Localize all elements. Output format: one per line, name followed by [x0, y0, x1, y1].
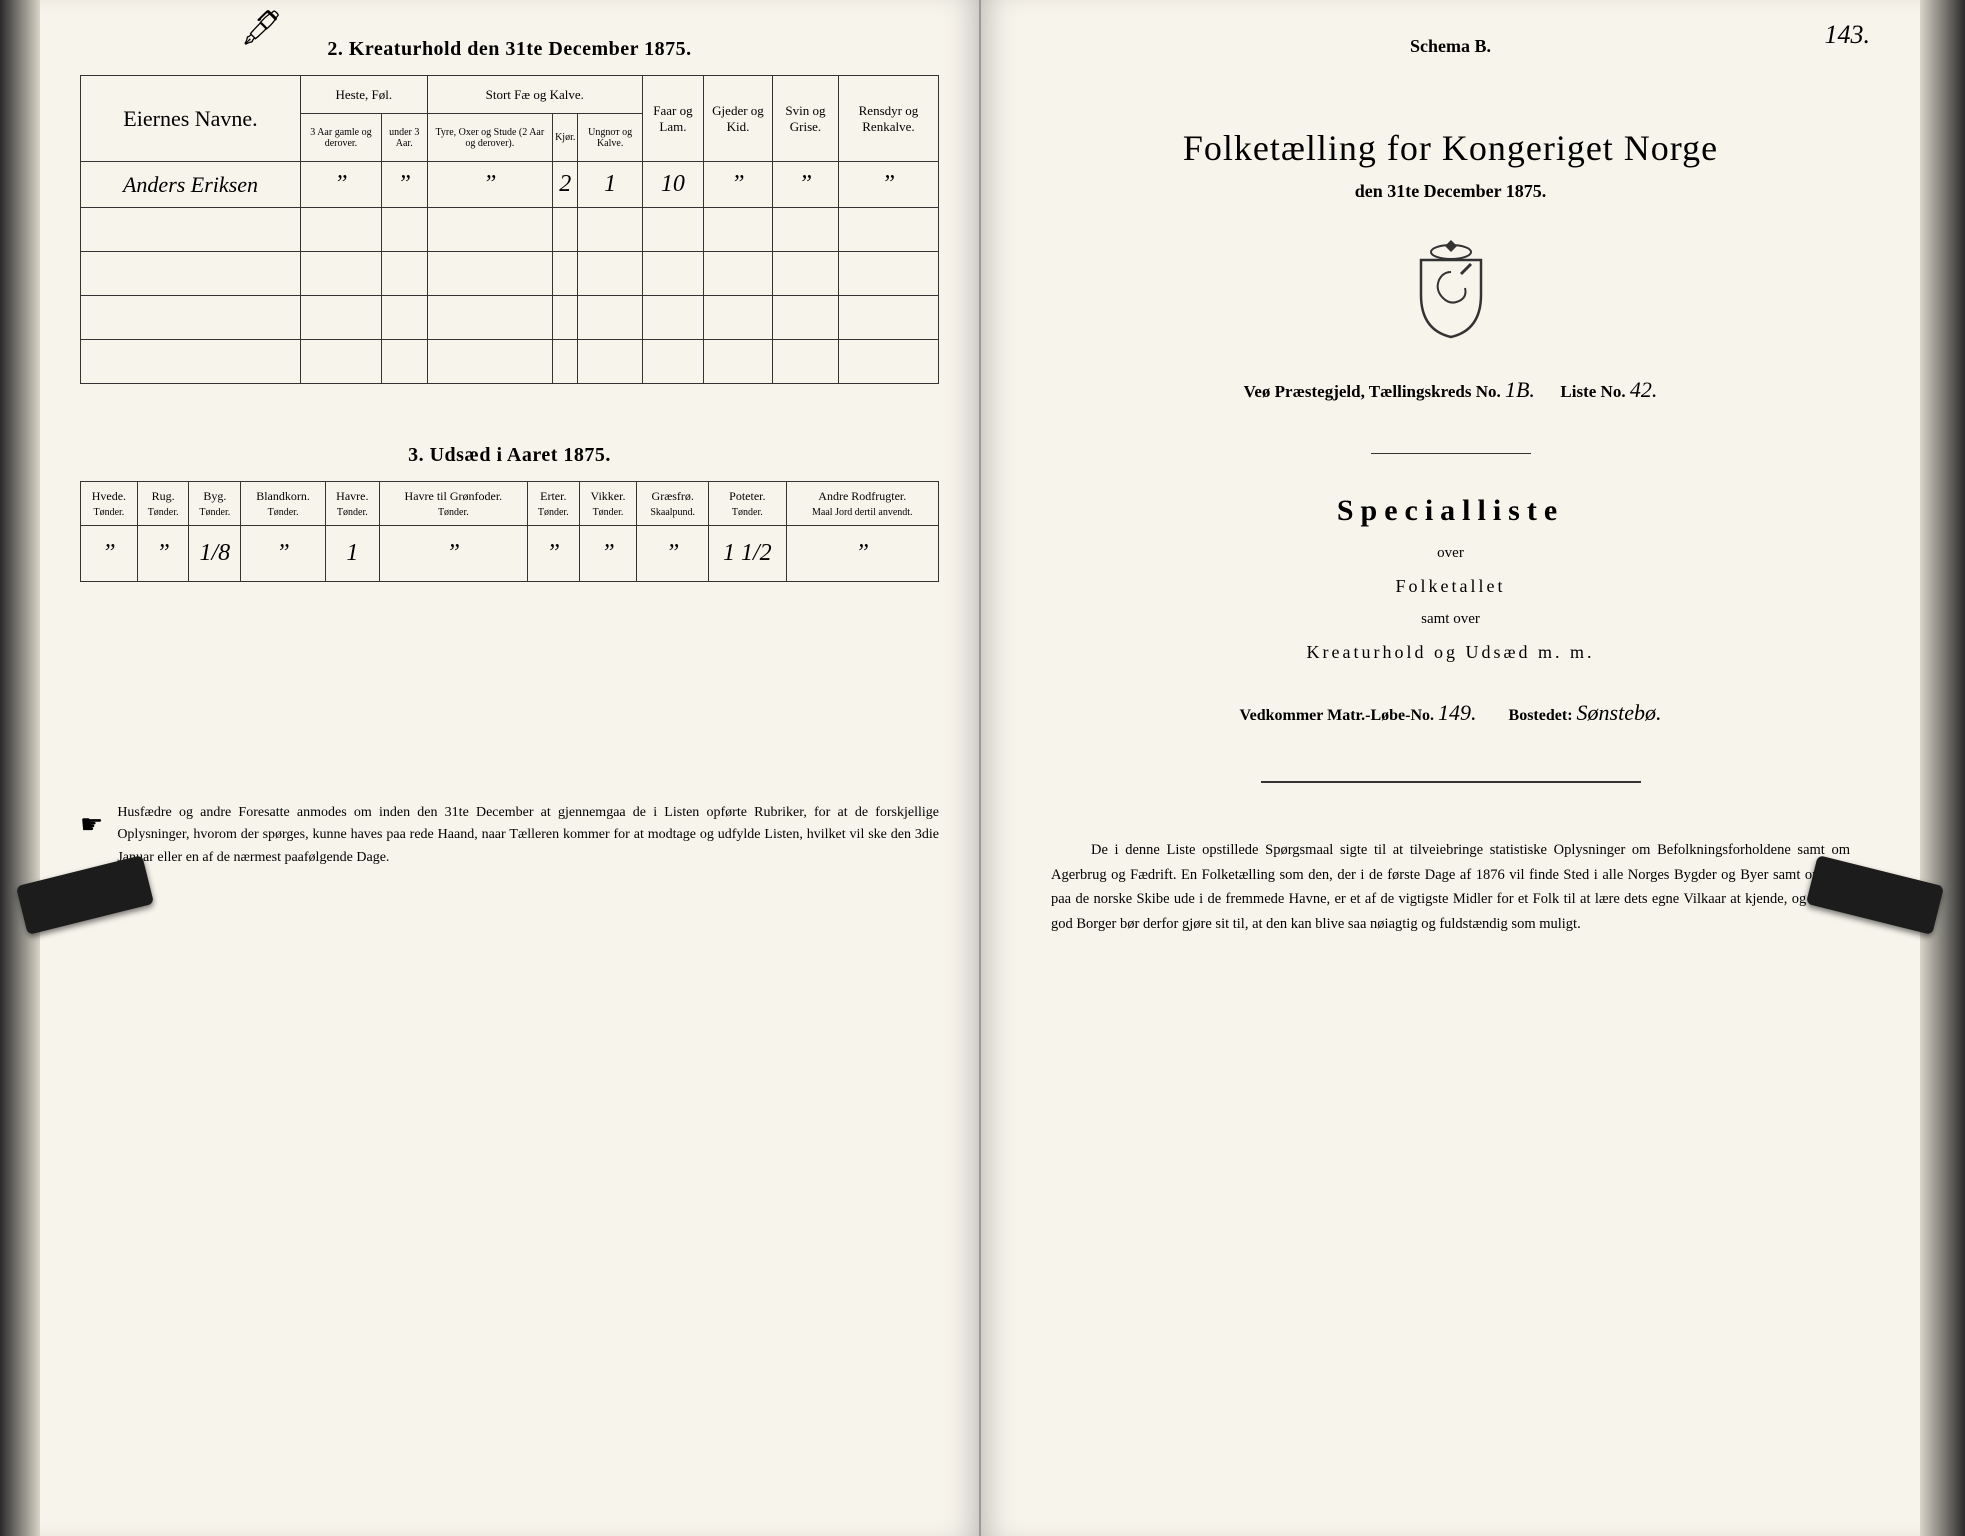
col-h: Havre til Grønfoder.Tønder. — [379, 482, 527, 526]
table-row — [81, 296, 939, 340]
cell: ” — [381, 162, 427, 208]
cell: ” — [703, 162, 772, 208]
liste-no: 42. — [1630, 377, 1658, 402]
sub-date: den 31te December 1875. — [1021, 181, 1880, 202]
folketallet-text: Folketallet — [1021, 568, 1880, 604]
col-sheep: Faar og Lam. — [642, 76, 703, 162]
cell: ” — [379, 526, 527, 582]
cell: ” — [637, 526, 709, 582]
matr-line: Vedkommer Matr.-Løbe-No. 149. Bostedet: … — [1021, 700, 1880, 726]
col-h: Hvede.Tønder. — [81, 482, 138, 526]
pointer-icon: ☛ — [80, 802, 103, 869]
schema-label: Schema B. — [1021, 36, 1880, 57]
bostedet-value: Sønstebø. — [1577, 700, 1662, 725]
book-edge-right — [1920, 0, 1965, 1536]
cell: ” — [838, 162, 938, 208]
cell: ” — [301, 162, 382, 208]
coat-of-arms-icon — [1021, 232, 1880, 347]
jurisdiction-prefix: Veø Præstegjeld, Tællingskreds No. — [1244, 382, 1501, 401]
matr-label: Vedkommer Matr.-Løbe-No. — [1240, 707, 1435, 724]
cell: 1 — [578, 162, 643, 208]
cell: 1 — [325, 526, 379, 582]
footer-note: ☛ Husfædre og andre Foresatte anmodes om… — [80, 802, 939, 869]
bottom-paragraph: De i denne Liste opstillede Spørgsmaal s… — [1051, 838, 1850, 937]
bostedet-label: Bostedet: — [1509, 707, 1573, 724]
jurisdiction-line: Veø Præstegjeld, Tællingskreds No. 1B. L… — [1021, 377, 1880, 403]
seed-table: Hvede.Tønder. Rug.Tønder. Byg.Tønder. Bl… — [80, 481, 939, 582]
page-right: Schema B. 143. Folketælling for Kongerig… — [981, 0, 1920, 1536]
section3-title: 3. Udsæd i Aaret 1875. — [80, 444, 939, 467]
matr-no: 149. — [1438, 700, 1477, 725]
col-reindeer: Rensdyr og Renkalve. — [838, 76, 938, 162]
cell: ” — [137, 526, 189, 582]
liste-label: Liste No. — [1560, 382, 1625, 401]
cell: ” — [241, 526, 326, 582]
sub-h0: 3 Aar gamle og derover. — [301, 114, 382, 162]
col-h: Vikker.Tønder. — [579, 482, 637, 526]
cell: 10 — [642, 162, 703, 208]
col-h: Byg.Tønder. — [189, 482, 241, 526]
ink-blot-decor: 🖋︎ — [240, 8, 283, 48]
page-left: 🖋︎ 2. Kreaturhold den 31te December 1875… — [40, 0, 981, 1536]
samt-over-text: samt over — [1021, 604, 1880, 634]
col-pigs: Svin og Grise. — [773, 76, 839, 162]
cell: 1/8 — [189, 526, 241, 582]
book-edge-left — [0, 0, 40, 1536]
table-header-row: Eiernes Navne. Heste, Føl. Stort Fæ og K… — [81, 76, 939, 114]
cell: 1 1/2 — [709, 526, 786, 582]
table-row: Anders Eriksen ” ” ” 2 1 10 ” ” ” — [81, 162, 939, 208]
col-h: Erter.Tønder. — [527, 482, 579, 526]
owner-name: Anders Eriksen — [81, 162, 301, 208]
divider — [1371, 453, 1531, 454]
sub-h4: Ungnот og Kalve. — [578, 114, 643, 162]
col-h: Havre.Tønder. — [325, 482, 379, 526]
cell: ” — [427, 162, 552, 208]
col-goats: Gjeder og Kid. — [703, 76, 772, 162]
book-spread: 🖋︎ 2. Kreaturhold den 31te December 1875… — [40, 0, 1920, 1536]
col-h: Poteter.Tønder. — [709, 482, 786, 526]
over-lines: over Folketallet samt over Kreaturhold o… — [1021, 538, 1880, 670]
table-row: ” ” 1/8 ” 1 ” ” ” ” 1 1/2 ” — [81, 526, 939, 582]
page-number: 143. — [1825, 20, 1871, 50]
col-h: Græsfrø.Skaalpund. — [637, 482, 709, 526]
table-row — [81, 340, 939, 384]
col-cattle: Stort Fæ og Kalve. — [427, 76, 642, 114]
cell: 2 — [553, 162, 578, 208]
col-h: Blandkorn.Tønder. — [241, 482, 326, 526]
col-owner: Eiernes Navne. — [81, 76, 301, 162]
specialliste-heading: Specialliste — [1021, 494, 1880, 528]
table-row — [81, 208, 939, 252]
over-text: over — [1021, 538, 1880, 568]
col-h: Andre Rodfrugter.Maal Jord dertil anvend… — [786, 482, 938, 526]
cell: ” — [786, 526, 938, 582]
col-horses: Heste, Føl. — [301, 76, 428, 114]
divider — [1261, 781, 1641, 783]
kreatur-line: Kreaturhold og Udsæd m. m. — [1021, 634, 1880, 670]
section2-title: 2. Kreaturhold den 31te December 1875. — [80, 38, 939, 61]
cell: ” — [773, 162, 839, 208]
table-row — [81, 252, 939, 296]
sub-h2: Tyre, Oxer og Stude (2 Aar og derover). — [427, 114, 552, 162]
table-header-row: Hvede.Tønder. Rug.Tønder. Byg.Tønder. Bl… — [81, 482, 939, 526]
col-h: Rug.Tønder. — [137, 482, 189, 526]
sub-h3: Kjør. — [553, 114, 578, 162]
footer-note-text: Husfædre og andre Foresatte anmodes om i… — [117, 802, 939, 869]
cell: ” — [81, 526, 138, 582]
sub-h1: under 3 Aar. — [381, 114, 427, 162]
main-title: Folketælling for Kongeriget Norge — [1021, 127, 1880, 169]
cell: ” — [527, 526, 579, 582]
cell: ” — [579, 526, 637, 582]
livestock-table: Eiernes Navne. Heste, Føl. Stort Fæ og K… — [80, 75, 939, 384]
kreds-no: 1B. — [1505, 377, 1535, 402]
